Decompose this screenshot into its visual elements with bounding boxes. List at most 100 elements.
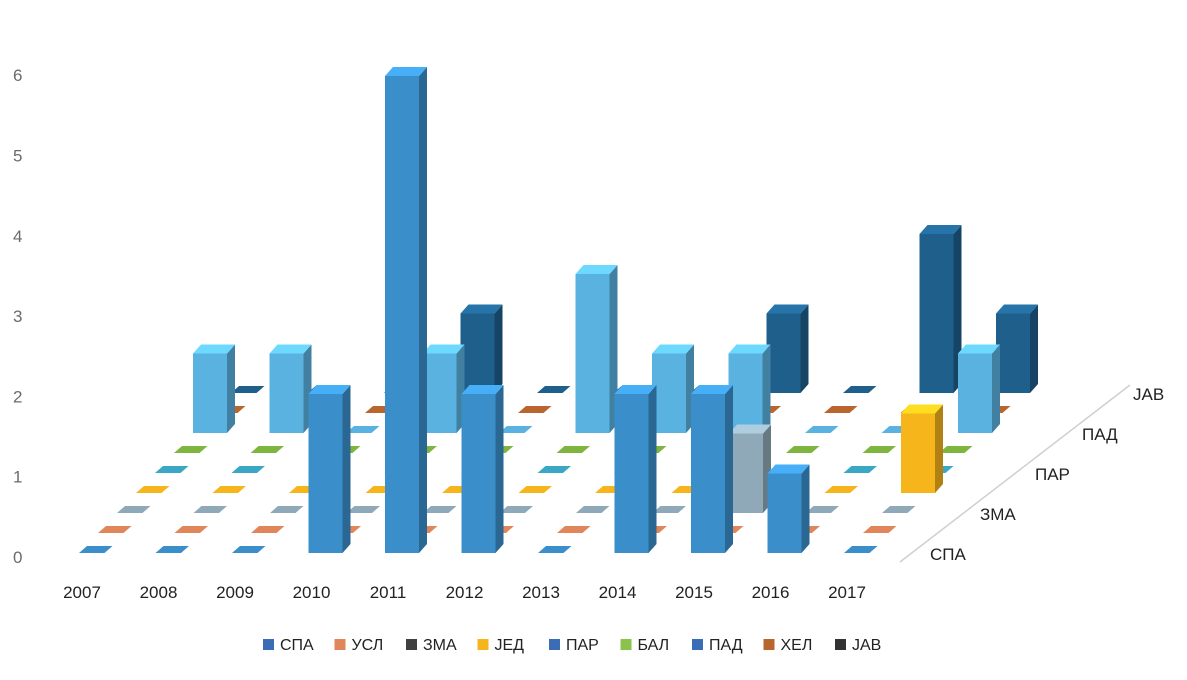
x-tick-label: 2015 (675, 583, 713, 602)
bar-ХЕЛ-2011 (518, 406, 552, 413)
bar-БАЛ-2007 (174, 446, 208, 453)
bar-ПАР-2016 (843, 466, 877, 473)
x-tick-label: 2017 (828, 583, 866, 602)
bar-ХЕЛ-2015 (824, 406, 858, 413)
legend-item: УСЛ (334, 637, 384, 654)
bar-ЗМА-2011 (423, 506, 457, 513)
y-tick-label: 2 (13, 387, 22, 406)
bar-СПА-2007 (79, 546, 113, 553)
y-tick-label: 0 (13, 548, 22, 567)
legend-item: ПАР (549, 637, 599, 654)
bar-ЈАВ-2014 (766, 304, 809, 393)
bar-ЗМА-2013 (576, 506, 610, 513)
legend-label: ЈАВ (852, 637, 881, 654)
bar-ЗМА-2008 (193, 506, 227, 513)
legend-swatch (835, 639, 846, 650)
legend-swatch (477, 639, 489, 650)
y-axis: 0 1 2 3 4 5 6 (13, 66, 22, 567)
bar-БАЛ-2015 (786, 446, 820, 453)
bar-БАЛ-2016 (862, 446, 896, 453)
bar-ЈЕД-2016 (824, 486, 858, 493)
legend-item: ЈАВ (835, 637, 881, 654)
bar-ПАД-2017 (958, 344, 1000, 433)
bar-ЈАВ-2015 (843, 386, 877, 393)
bar-ЗМА-2014 (652, 506, 686, 513)
depth-label: ЗМА (980, 505, 1016, 524)
x-tick-label: 2008 (140, 583, 178, 602)
bar-ПАД-2008 (269, 344, 312, 433)
bar-СПА-2011 (385, 67, 427, 553)
x-tick-label: 2013 (522, 583, 560, 602)
x-tick-label: 2016 (752, 583, 790, 602)
legend-item: СПА (263, 637, 314, 654)
bar-ПАД-2009 (346, 426, 380, 433)
x-axis: 2007 2008 2009 2010 2011 2012 2013 2014 2015 2016… (63, 583, 866, 602)
legend-label: ЗМА (423, 637, 457, 654)
bar-СПА-2010 (308, 385, 351, 553)
legend-label: ХЕЛ (781, 637, 813, 654)
bar-СПА-2012 (461, 385, 504, 553)
bar-ПАР-2008 (231, 466, 265, 473)
bar-ЗМА-2009 (270, 506, 304, 513)
bar-ЈАВ-2011 (537, 386, 571, 393)
bar-ПАД-2012 (575, 265, 618, 433)
bar-ПАР-2007 (155, 466, 189, 473)
bar-ПАД-2011 (499, 426, 533, 433)
bar-ПАД-2010 (422, 344, 465, 433)
depth-label: ПАР (1035, 465, 1070, 484)
bar-ПАД-2007 (193, 344, 235, 433)
bar-ЗМА-2016 (805, 506, 839, 513)
depth-label: ПАД (1082, 425, 1118, 444)
legend-item: ЗМА (406, 637, 457, 654)
bar-ЈЕД-2017 (901, 404, 943, 493)
bar-ЈАВ-2017 (996, 304, 1038, 393)
bar-ЗМА-2010 (346, 506, 380, 513)
bar-СПА-2017 (844, 546, 878, 553)
bars (79, 67, 1038, 553)
depth-axis-line (899, 384, 1131, 563)
legend-label: ЈЕД (495, 637, 525, 654)
bar-СПА-2008 (155, 546, 189, 553)
bar-СПА-2015 (691, 385, 733, 553)
legend-item: ПАД (692, 637, 743, 654)
x-tick-label: 2009 (216, 583, 254, 602)
bar-ЈАВ-2010 (460, 304, 503, 393)
y-tick-label: 6 (13, 66, 22, 85)
legend-item: ХЕЛ (763, 637, 813, 654)
legend-label: ПАР (566, 637, 599, 654)
y-tick-label: 5 (13, 147, 22, 166)
depth-label: СПА (930, 545, 966, 564)
y-tick-label: 3 (13, 307, 22, 326)
x-tick-label: 2012 (446, 583, 484, 602)
bar-УСЛ-2007 (98, 526, 132, 533)
bar-УСЛ-2008 (174, 526, 208, 533)
bar-ЗМА-2015 (729, 424, 771, 513)
bar-ЗМА-2012 (499, 506, 533, 513)
bar-ЈАВ-2007 (231, 386, 265, 393)
bar-ЈАВ-2016 (919, 225, 962, 393)
bar-БАЛ-2017 (939, 446, 973, 453)
bar-УСЛ-2017 (863, 526, 897, 533)
bar-ПАР-2012 (537, 466, 571, 473)
legend-item: БАЛ (620, 637, 670, 654)
legend-label: УСЛ (352, 637, 384, 654)
legend-swatch (263, 639, 274, 650)
bar-ПАД-2013 (652, 344, 694, 433)
bar-ЗМА-2007 (117, 506, 151, 513)
bar-СПА-2016 (767, 464, 810, 553)
bar-ПАД-2014 (728, 344, 771, 433)
bar-ЈЕД-2007 (136, 486, 170, 493)
bar-ЈЕД-2012 (518, 486, 552, 493)
bar-УСЛ-2013 (557, 526, 591, 533)
legend-swatch (549, 639, 560, 650)
bar-БАЛ-2008 (250, 446, 284, 453)
x-tick-label: 2007 (63, 583, 101, 602)
depth-label: ЈАВ (1133, 385, 1164, 404)
legend: СПА УСЛ ЗМА ЈЕД ПАР БАЛ ПАД ХЕЛ ЈАВ (263, 637, 881, 654)
legend-label: БАЛ (638, 637, 670, 654)
legend-swatch (763, 639, 775, 650)
legend-swatch (692, 639, 703, 650)
legend-label: ПАД (709, 637, 743, 654)
legend-label: СПА (280, 637, 314, 654)
legend-item: ЈЕД (477, 637, 525, 654)
